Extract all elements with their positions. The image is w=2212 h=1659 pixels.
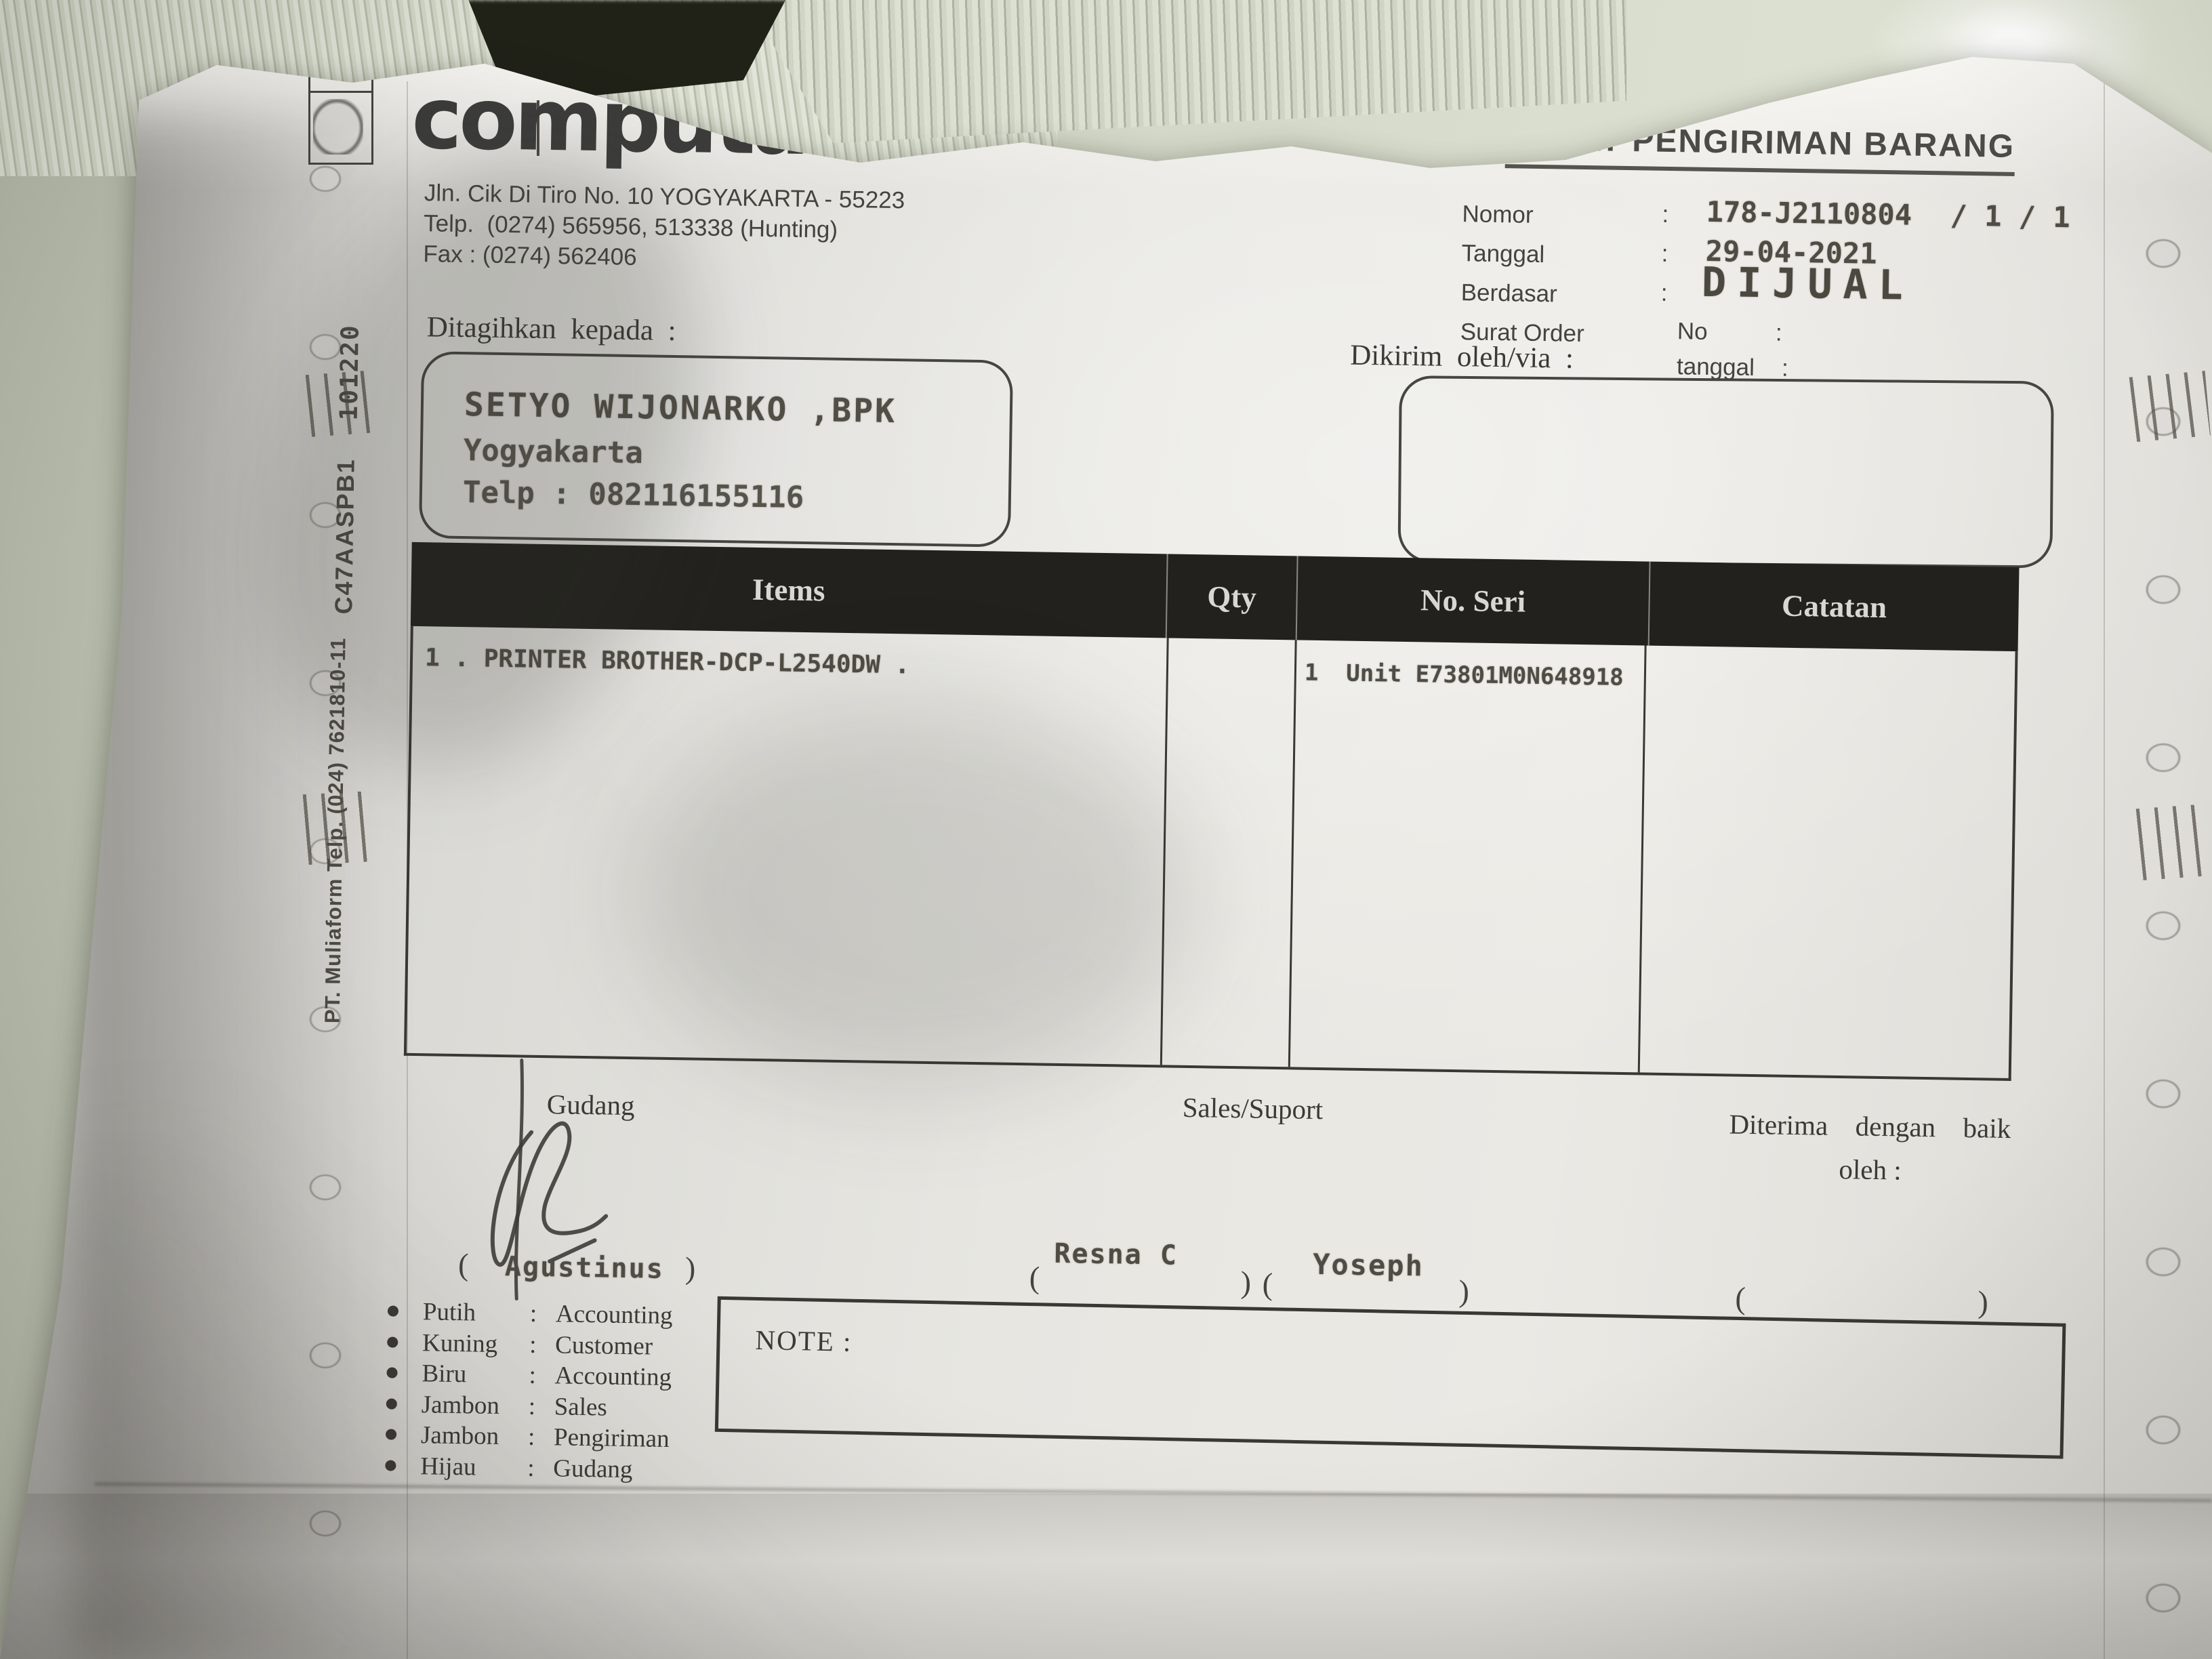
column-header-items: Items: [752, 572, 825, 608]
berdasar-colon: :: [1660, 279, 1668, 306]
cell-item: 1 . PRINTER BROTHER-DCP-L2540DW .: [424, 644, 910, 680]
copy-dept: Gudang: [553, 1454, 633, 1483]
sales-signed-name: Resna C: [1054, 1237, 1179, 1271]
paren-close: ): [1978, 1284, 1989, 1319]
bullet-icon: [386, 1397, 397, 1410]
cell-note: [1637, 645, 2015, 1078]
copies-legend: Putih : Accounting Kuning : Customer Bir…: [380, 1296, 673, 1486]
copy-color: Biru: [422, 1359, 467, 1389]
bullet-icon: [386, 1367, 398, 1378]
legend-row: Jambon : Sales: [380, 1389, 671, 1425]
cell-serial: 1 Unit E73801M0N648918: [1288, 640, 1645, 1073]
items-table: Items Qty No. Seri Catatan 1 . PRINTER B…: [403, 541, 2020, 1082]
customer-city: Yogyakarta: [463, 433, 644, 471]
form-code-mid: C47AASPB1: [329, 457, 360, 615]
perforation-line-right: [2104, 81, 2105, 1659]
gudang-signed-name: Agustinus: [504, 1251, 665, 1285]
legend-colon: :: [529, 1330, 537, 1359]
berdasar-label: Berdasar: [1460, 279, 1558, 308]
paren-close: ): [1240, 1265, 1252, 1300]
column-header-no-seri: No. Seri: [1295, 556, 1650, 646]
note-label: NOTE :: [755, 1324, 853, 1357]
copy-dept: Accounting: [555, 1300, 673, 1330]
bullet-icon: [387, 1336, 398, 1348]
surat-order-tanggal-colon: :: [1781, 354, 1789, 382]
customer-phone: Telp : 082116155116: [462, 475, 804, 515]
bullet-icon: [387, 1305, 399, 1317]
customer-name: SETYO WIJONARKO ,BPK: [464, 386, 897, 431]
shipped-via-label: Dikirim oleh/via :: [1349, 339, 1574, 375]
registration-mark-circle: [313, 99, 363, 155]
column-header-qty: Qty: [1165, 554, 1297, 640]
tanggal-label: Tanggal: [1461, 240, 1545, 268]
paren-open: (: [1735, 1280, 1746, 1315]
document-title: SURAT PENGIRIMAN BARANG: [1504, 120, 2015, 176]
legend-colon: :: [529, 1361, 537, 1389]
legend-colon: :: [527, 1422, 535, 1451]
legend-row: Biru : Accounting: [381, 1358, 672, 1393]
legend-row: Kuning : Customer: [382, 1328, 672, 1363]
tractor-holes-left: [291, 95, 359, 1659]
legend-row: Putih : Accounting: [382, 1296, 673, 1332]
company-logo: computa: [411, 68, 808, 174]
alignment-tick: [537, 100, 539, 156]
copy-dept: Accounting: [554, 1361, 672, 1392]
support-signed-name: Yoseph: [1312, 1247, 1425, 1283]
form-printer-credit: PT. Muliaform Telp. (024) 7621810-11: [320, 637, 350, 1024]
received-label-line2: oleh :: [1839, 1153, 1902, 1186]
tanggal-colon: :: [1661, 240, 1668, 267]
paren-close: ): [684, 1250, 696, 1286]
nomor-colon: :: [1662, 201, 1669, 228]
shipped-via-box: [1397, 375, 2054, 569]
paren-open: (: [1029, 1260, 1040, 1295]
legend-row: Hijau : Gudang: [380, 1451, 670, 1486]
surat-order-tanggal-label: tanggal: [1676, 353, 1755, 381]
legend-colon: :: [528, 1392, 536, 1420]
cell-qty: [1160, 638, 1295, 1067]
billed-to-box: SETYO WIJONARKO ,BPK Yogyakarta Telp : 0…: [418, 351, 1014, 548]
nomor-page-count: / 1 / 1: [1950, 199, 2071, 234]
bullet-icon: [385, 1459, 396, 1471]
copy-color: Jambon: [421, 1390, 500, 1420]
copy-color: Hijau: [420, 1452, 476, 1481]
berdasar-value: DIJUAL: [1701, 258, 1914, 310]
copy-color: Jambon: [420, 1421, 499, 1451]
paren-open: (: [457, 1247, 469, 1282]
paren-close: ): [1458, 1273, 1470, 1309]
copy-color: Putih: [422, 1298, 476, 1327]
copy-dept: Pengiriman: [553, 1423, 670, 1454]
legend-row: Jambon : Pengiriman: [380, 1420, 671, 1455]
nomor-label: Nomor: [1462, 201, 1534, 228]
perforation-line-left: [407, 81, 408, 1659]
items-table-body: 1 . PRINTER BROTHER-DCP-L2540DW . 1 Unit…: [403, 626, 2018, 1082]
legend-colon: :: [529, 1299, 537, 1328]
column-header-catatan: Catatan: [1647, 561, 2020, 652]
copy-dept: Sales: [554, 1392, 608, 1422]
bullet-icon: [385, 1429, 397, 1440]
legend-colon: :: [527, 1454, 535, 1482]
billed-to-label: Ditagihkan kepada :: [426, 311, 676, 347]
paren-open: (: [1262, 1266, 1273, 1301]
copy-dept: Customer: [554, 1330, 653, 1361]
surat-order-no-label: No: [1677, 318, 1708, 345]
note-box: NOTE :: [714, 1296, 2066, 1459]
registration-mark-divider: [310, 91, 371, 93]
company-address: Jln. Cik Di Tiro No. 10 YOGYAKARTA - 552…: [423, 178, 905, 276]
form-code-top: 101220: [335, 324, 365, 421]
surat-order-no-colon: :: [1775, 319, 1782, 346]
sales-support-label: Sales/Suport: [1182, 1091, 1324, 1126]
gudang-signature: [490, 1059, 609, 1300]
received-label-line1: Diterima dengan baik: [1729, 1108, 2011, 1145]
copy-color: Kuning: [422, 1328, 498, 1358]
nomor-value: 178-J2110804: [1706, 194, 1912, 232]
